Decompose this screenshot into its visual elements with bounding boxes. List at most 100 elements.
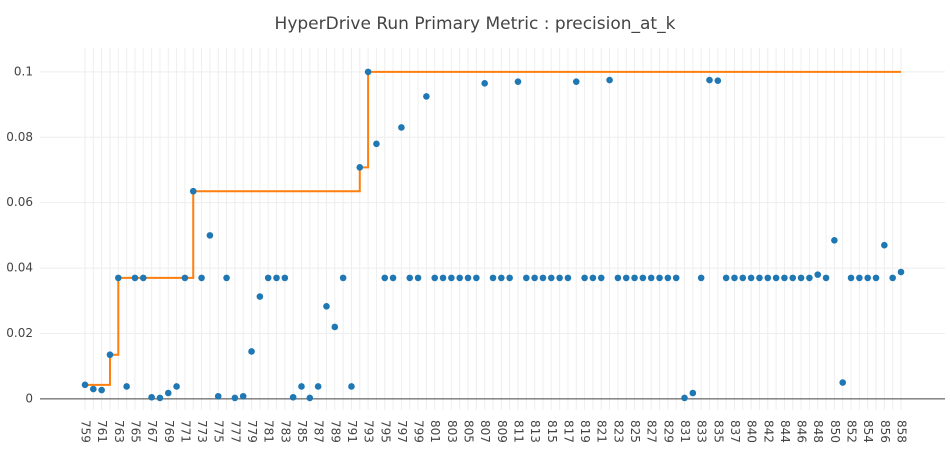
x-tick-label: 763 xyxy=(112,420,126,443)
point xyxy=(656,274,663,282)
point xyxy=(348,383,355,390)
point xyxy=(206,232,214,239)
point xyxy=(381,274,389,282)
point xyxy=(481,80,488,87)
point xyxy=(889,274,896,282)
point xyxy=(489,274,497,282)
x-tick-label: 809 xyxy=(495,420,509,443)
point xyxy=(373,140,380,148)
point xyxy=(231,394,239,402)
point xyxy=(564,274,572,282)
x-tick-label: 846 xyxy=(795,420,809,443)
x-tick-label: 852 xyxy=(845,420,859,443)
point xyxy=(498,274,505,282)
point xyxy=(781,274,788,282)
point xyxy=(856,274,863,282)
point xyxy=(839,379,847,386)
x-tick-label: 813 xyxy=(528,420,542,443)
point xyxy=(756,274,763,282)
x-tick-label: 769 xyxy=(162,420,176,443)
point xyxy=(797,274,805,282)
point xyxy=(847,274,855,282)
chart-title: HyperDrive Run Primary Metric : precisio… xyxy=(275,14,676,34)
x-tick-label: 787 xyxy=(312,420,326,443)
x-tick-label: 850 xyxy=(828,420,842,443)
point xyxy=(273,274,280,282)
point xyxy=(556,274,563,282)
x-tick-label: 858 xyxy=(895,420,909,443)
x-tick-label: 833 xyxy=(695,420,709,443)
point xyxy=(514,78,522,85)
x-tick-label: 795 xyxy=(378,420,392,443)
x-tick-label: 844 xyxy=(778,420,792,443)
x-tick-label: 765 xyxy=(128,420,142,443)
point xyxy=(314,383,322,390)
y-tick-label: 0.04 xyxy=(6,261,33,275)
point xyxy=(614,274,622,282)
point xyxy=(289,393,297,401)
point xyxy=(189,187,197,195)
point xyxy=(789,274,797,282)
x-tick-label: 797 xyxy=(395,420,409,443)
point xyxy=(181,274,189,282)
x-tick-label: 817 xyxy=(561,420,575,443)
y-tick-label: 0 xyxy=(25,391,33,405)
point xyxy=(739,274,747,282)
point xyxy=(722,274,730,282)
x-tick-label: 811 xyxy=(511,420,525,443)
point xyxy=(697,274,705,282)
point xyxy=(664,274,672,282)
y-tick-label: 0.1 xyxy=(14,64,33,78)
point xyxy=(156,394,164,402)
point xyxy=(81,381,89,389)
point xyxy=(123,383,130,390)
point xyxy=(473,274,480,282)
point xyxy=(589,274,597,282)
point xyxy=(398,124,405,131)
x-tick-label: 823 xyxy=(611,420,625,443)
point xyxy=(714,77,722,85)
point xyxy=(264,274,272,282)
point xyxy=(439,274,447,282)
best-line xyxy=(85,70,901,386)
point xyxy=(115,274,122,282)
x-tick-label: 848 xyxy=(811,420,825,443)
point xyxy=(631,274,638,282)
point xyxy=(148,393,155,401)
point xyxy=(731,274,738,282)
point xyxy=(364,68,372,76)
x-tick-label: 799 xyxy=(412,420,426,443)
point xyxy=(281,274,289,282)
x-tick-label: 789 xyxy=(328,420,342,443)
point xyxy=(681,394,688,402)
x-tick-label: 767 xyxy=(145,420,159,443)
point xyxy=(531,274,538,282)
x-tick-label: 775 xyxy=(212,420,226,443)
point xyxy=(306,394,314,402)
point xyxy=(572,78,580,85)
x-tick-label: 781 xyxy=(262,420,276,443)
point xyxy=(689,389,697,397)
x-tick-label: 842 xyxy=(761,420,775,443)
point xyxy=(223,274,230,282)
x-tick-label: 759 xyxy=(79,420,93,443)
point xyxy=(639,274,647,282)
point xyxy=(98,386,105,394)
point xyxy=(214,392,222,400)
x-tick-label: 840 xyxy=(745,420,759,443)
point xyxy=(131,274,139,282)
x-tick-label: 815 xyxy=(545,420,559,443)
x-tick-label: 831 xyxy=(678,420,692,443)
point xyxy=(523,274,530,282)
x-tick-label: 771 xyxy=(178,420,192,443)
x-tick-label: 803 xyxy=(445,420,459,443)
x-tick-label: 779 xyxy=(245,420,259,443)
point xyxy=(806,274,813,282)
point xyxy=(822,274,830,282)
point xyxy=(356,164,364,171)
point xyxy=(647,274,655,282)
point xyxy=(389,274,397,282)
point xyxy=(298,383,305,390)
x-tick-label: 791 xyxy=(345,420,359,443)
y-tick-label: 0.08 xyxy=(6,130,33,144)
